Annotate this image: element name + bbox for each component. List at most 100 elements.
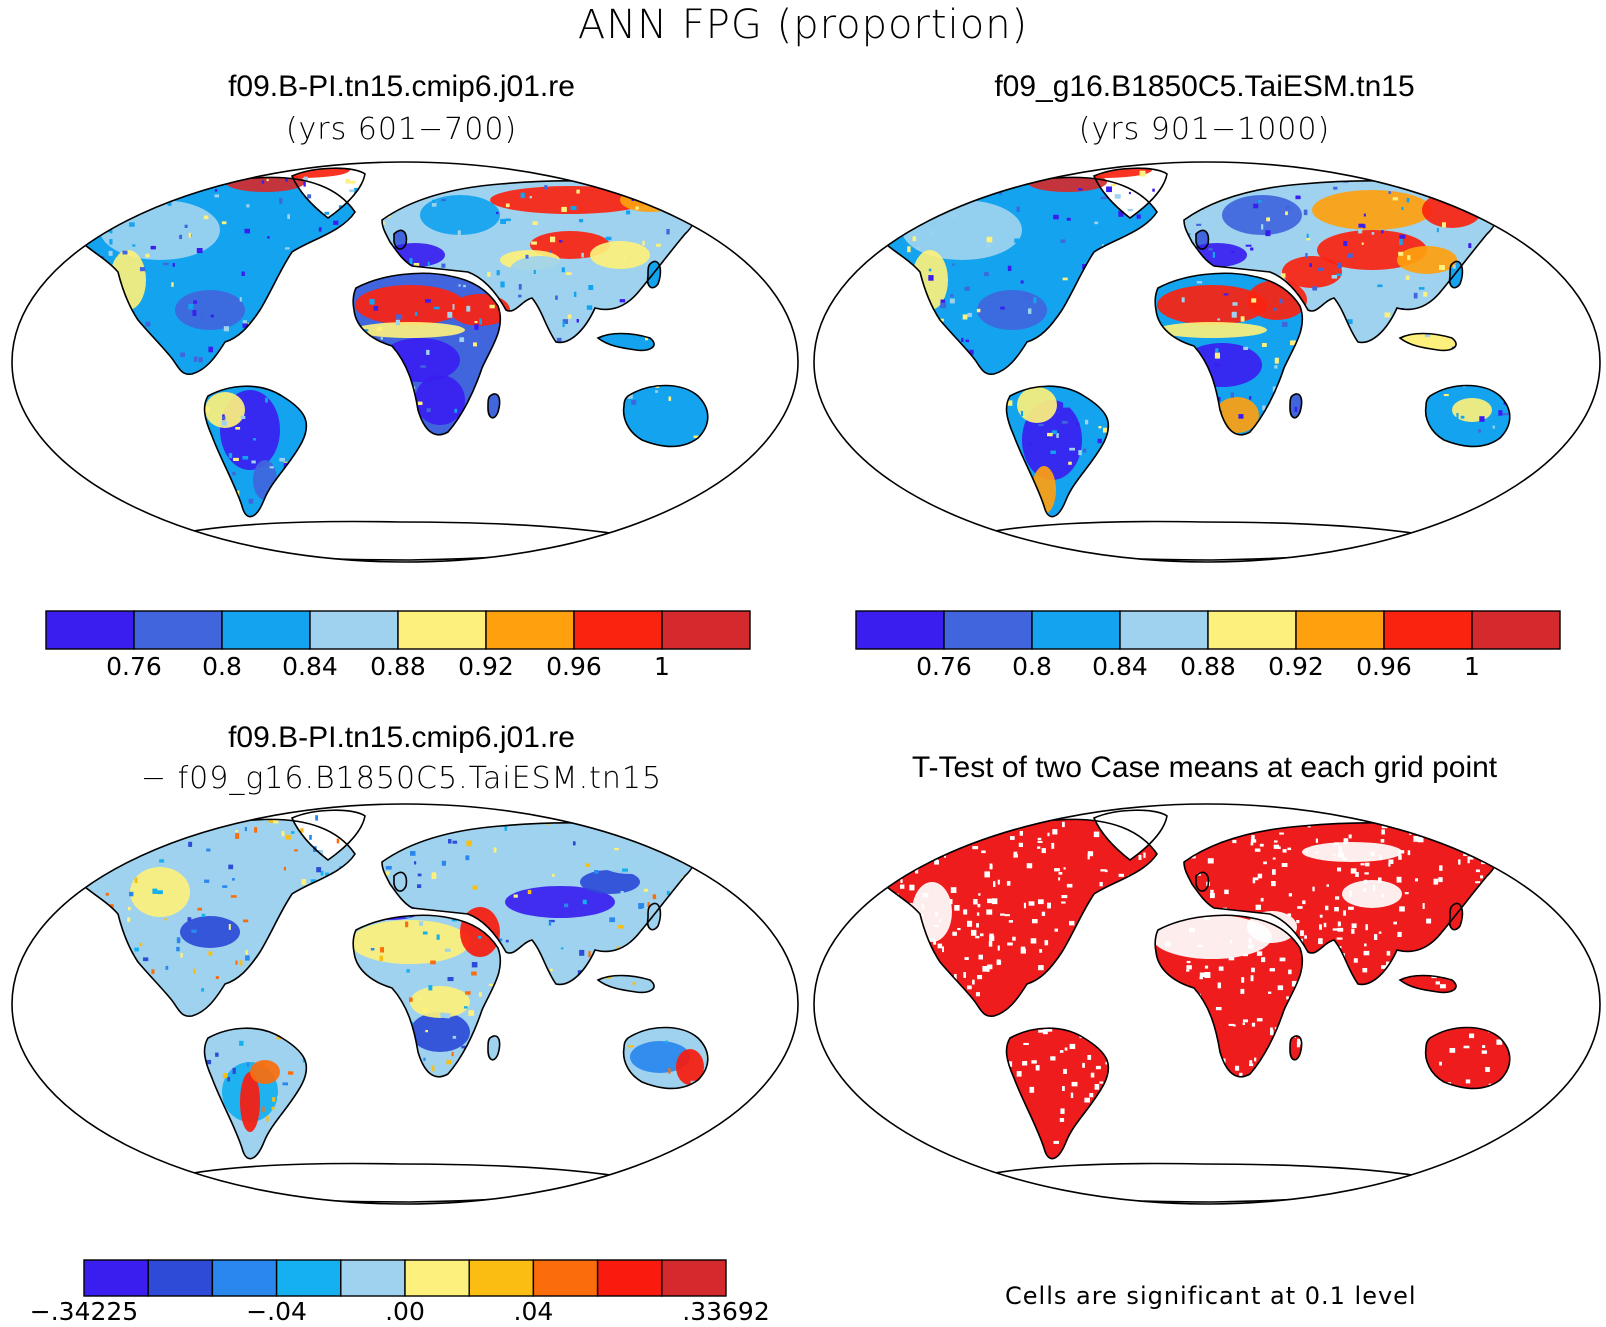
field-speckle	[652, 894, 657, 900]
field-speckle	[1439, 265, 1445, 270]
field-speckle	[744, 1107, 749, 1113]
field-speckle	[564, 903, 569, 908]
field-speckle	[1290, 326, 1295, 331]
field-speckle	[222, 1073, 228, 1079]
field-speckle	[1037, 837, 1042, 841]
coastline-indonesia	[1398, 332, 1457, 352]
field-speckle	[1078, 188, 1083, 191]
field-speckle	[1482, 171, 1489, 175]
colorbar-top-right	[855, 610, 1561, 650]
field-speckle	[1290, 340, 1296, 346]
field-speckle	[57, 861, 63, 867]
field-speckle	[303, 181, 306, 187]
field-speckle	[104, 172, 108, 178]
field-speckle	[1393, 921, 1397, 925]
field-speckle	[1440, 984, 1446, 989]
field-speckle	[748, 194, 751, 199]
field-speckle	[886, 814, 893, 818]
field-speckle	[573, 841, 576, 846]
field-speckle	[1386, 950, 1391, 956]
field-speckle	[1533, 1116, 1538, 1122]
field-speckle	[67, 853, 70, 856]
field-speckle	[986, 909, 993, 915]
field-speckle	[1306, 238, 1311, 241]
field-speckle	[853, 894, 858, 896]
field-speckle	[60, 812, 65, 815]
field-speckle	[139, 267, 146, 272]
coastline-africa	[352, 272, 502, 436]
field-speckle	[901, 190, 906, 194]
field-speckle	[531, 241, 537, 245]
field-speckle	[567, 314, 572, 319]
field-speckle	[1099, 882, 1103, 887]
field-speckle	[963, 909, 968, 915]
land-australia	[1425, 1027, 1510, 1089]
field-speckle	[1085, 419, 1089, 425]
colorbar-tick-label: 0.92	[458, 652, 514, 681]
field-speckle	[1004, 914, 1010, 917]
field-speckle	[626, 337, 629, 341]
field-speckle	[1032, 919, 1038, 924]
field-speckle	[900, 879, 903, 883]
field-speckle	[1433, 281, 1438, 287]
field-speckle	[1288, 969, 1292, 975]
field-speckle	[409, 997, 413, 1002]
land-madagascar	[488, 393, 500, 418]
field-speckle	[1407, 850, 1411, 856]
field-speckle	[885, 482, 888, 488]
field-speckle	[1505, 177, 1510, 181]
field-speckle	[940, 842, 946, 849]
field-speckle	[1242, 1019, 1248, 1023]
colorbar-tick-label: 0.88	[370, 652, 426, 681]
field-speckle	[141, 844, 147, 850]
field-region	[180, 916, 240, 948]
field-region	[420, 195, 500, 235]
field-speckle	[221, 221, 227, 225]
field-speckle	[1024, 293, 1030, 299]
coastline-indonesia	[1398, 974, 1457, 994]
field-speckle	[410, 851, 416, 856]
field-speckle	[1186, 960, 1191, 964]
map-border	[813, 161, 1601, 563]
field-speckle	[1279, 298, 1283, 304]
field-speckle	[203, 215, 209, 220]
coastline-australia	[622, 1026, 709, 1090]
field-speckle	[1332, 928, 1339, 931]
field-speckle	[1386, 961, 1390, 968]
field-speckle	[1060, 1108, 1065, 1114]
field-speckle	[968, 301, 972, 306]
field-speckle	[1204, 972, 1211, 978]
field-speckle	[286, 834, 291, 840]
field-speckle	[1397, 931, 1402, 937]
colorbar-swatch	[661, 610, 751, 650]
field-speckle	[1281, 333, 1284, 339]
field-region	[620, 188, 680, 212]
field-speckle	[1069, 1043, 1076, 1049]
field-speckle	[156, 890, 163, 895]
field-speckle	[594, 870, 599, 874]
field-speckle	[1273, 844, 1280, 849]
field-speckle	[1458, 859, 1461, 865]
field-speckle	[53, 1123, 57, 1128]
field-speckle	[1256, 1018, 1263, 1022]
field-speckle	[1059, 1118, 1065, 1122]
field-speckle	[1266, 217, 1270, 222]
field-speckle	[1372, 885, 1376, 891]
field-speckle	[1261, 224, 1264, 230]
field-speckle	[1363, 879, 1368, 884]
field-speckle	[1100, 869, 1107, 872]
field-speckle	[699, 422, 704, 425]
field-speckle	[1365, 862, 1370, 867]
field-speckle	[982, 966, 988, 972]
field-speckle	[61, 470, 66, 473]
field-speckle	[952, 190, 956, 195]
land-uk	[1196, 872, 1209, 892]
field-speckle	[1343, 910, 1346, 916]
field-speckle	[263, 825, 267, 832]
field-speckle	[281, 831, 285, 837]
field-speckle	[1112, 835, 1117, 839]
field-speckle	[1338, 846, 1342, 853]
field-speckle	[447, 311, 453, 318]
map-border	[813, 803, 1601, 1205]
field-region	[902, 200, 1022, 260]
